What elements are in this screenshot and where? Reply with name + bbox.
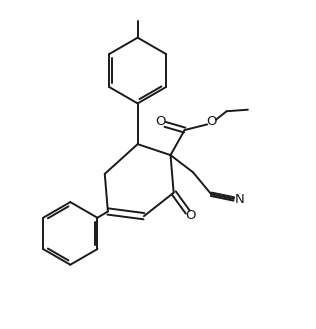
Text: O: O <box>155 115 166 128</box>
Text: N: N <box>235 193 245 206</box>
Text: O: O <box>185 209 196 222</box>
Text: O: O <box>207 115 217 128</box>
